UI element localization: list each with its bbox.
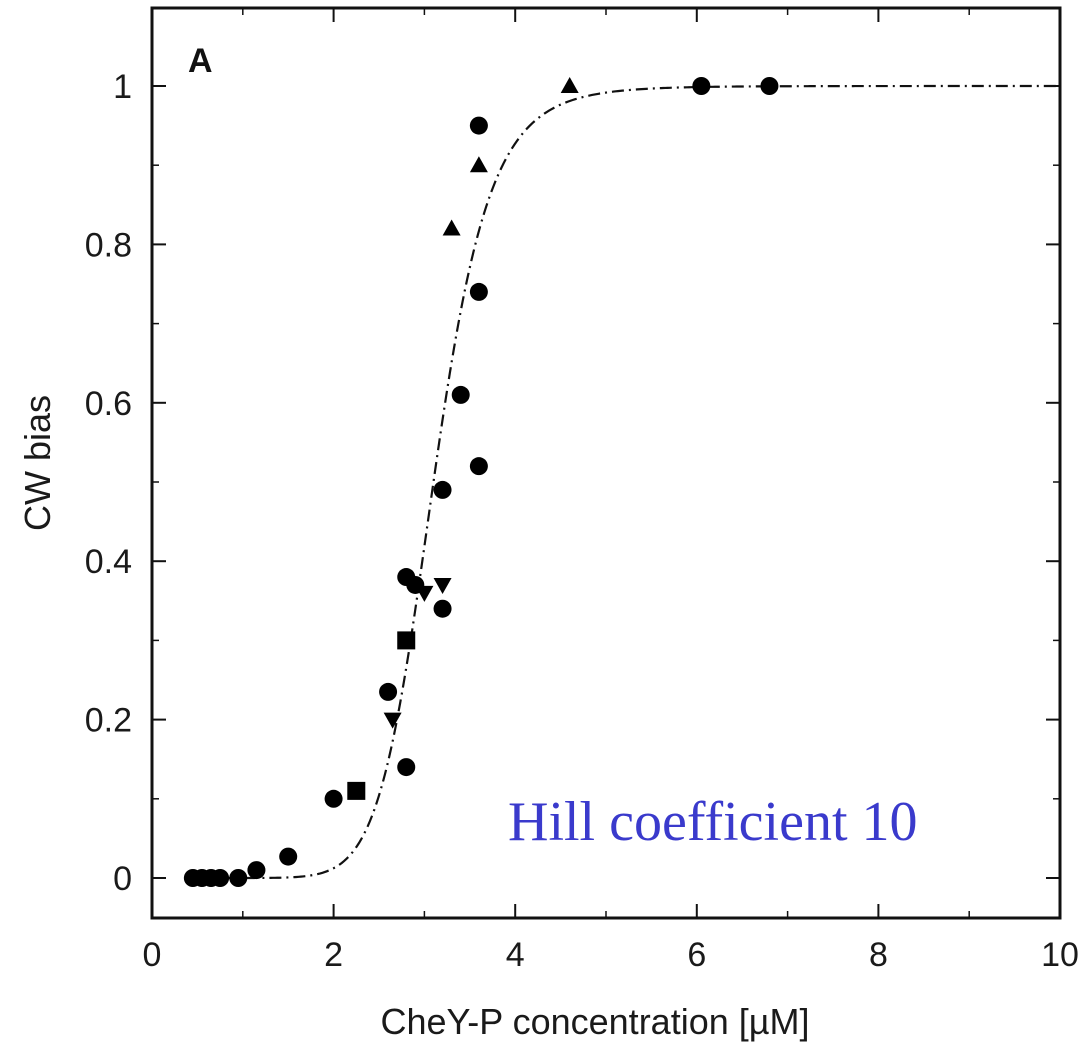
- x-tick-label: 4: [506, 936, 525, 974]
- data-point-triangle-up: [469, 156, 488, 173]
- data-point-triangle-down: [383, 712, 402, 729]
- data-point-circle: [379, 682, 398, 701]
- ticks: [151, 8, 1061, 918]
- y-tick-label: 1: [113, 68, 132, 106]
- data-point-circle: [451, 385, 470, 404]
- data-point-circle: [229, 869, 248, 887]
- x-tick-label: 6: [687, 936, 706, 974]
- panel-label: A: [188, 42, 213, 80]
- data-point-circle: [760, 77, 779, 95]
- data-point-square: [397, 631, 416, 650]
- y-tick-label: 0.8: [85, 226, 132, 264]
- x-tick-label: 10: [1041, 936, 1079, 974]
- hill-fit-curve: [197, 84, 1060, 880]
- y-tick-label: 0: [113, 860, 132, 898]
- plot-frame: [150, 6, 1062, 920]
- data-point-square: [347, 781, 366, 800]
- data-point-circle: [397, 758, 416, 777]
- data-point-circle: [247, 861, 266, 880]
- data-point-triangle-down: [433, 577, 452, 594]
- data-point-circle: [433, 480, 452, 499]
- x-axis-label: CheY-P concentration [µM]: [381, 1001, 810, 1042]
- x-tick-label: 2: [324, 936, 343, 974]
- data-point-circle: [324, 789, 343, 808]
- data-point-circle: [469, 282, 488, 301]
- data-point-circle: [211, 869, 230, 887]
- data-point-circle: [469, 457, 488, 476]
- y-tick-label: 0.2: [85, 702, 132, 740]
- x-tick-label: 0: [143, 936, 162, 974]
- y-tick-label: 0.6: [85, 385, 132, 423]
- y-tick-label: 0.4: [85, 543, 132, 581]
- y-axis-label: CW bias: [17, 395, 58, 531]
- tick-labels: 0 2 4 6 8 10 0 0.2 0.4 0.6 0.8 1: [85, 68, 1079, 974]
- data-point-triangle-down: [415, 585, 434, 602]
- data-point-triangle-up: [560, 77, 579, 93]
- hill-coefficient-annotation: Hill coefficient 10: [508, 791, 918, 853]
- x-tick-label: 8: [869, 936, 888, 974]
- data-point-circle: [433, 599, 452, 618]
- data-point-circle: [279, 847, 298, 866]
- data-point-triangle-up: [442, 219, 461, 236]
- data-point-circle: [692, 77, 711, 95]
- data-point-circle: [469, 116, 488, 135]
- data-markers: [183, 77, 779, 887]
